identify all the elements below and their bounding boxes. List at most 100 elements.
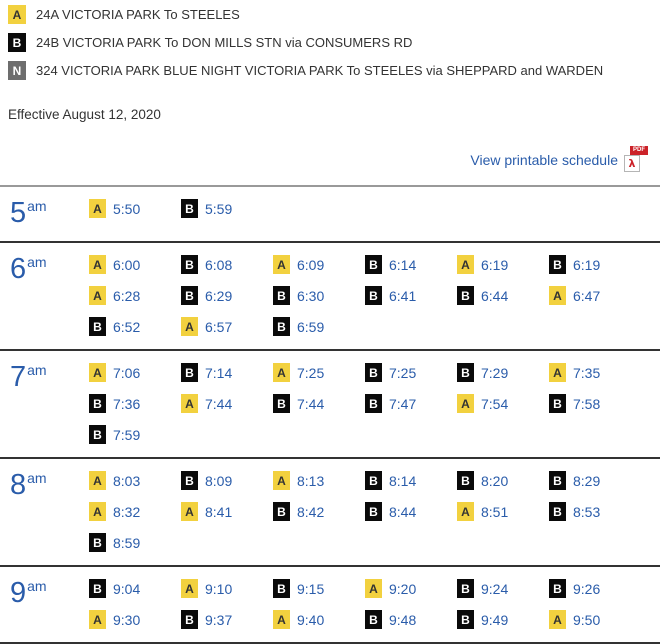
- departure-time: 9:04: [113, 580, 141, 597]
- route-badge-a: A: [457, 502, 474, 521]
- route-badge-a: A: [181, 502, 198, 521]
- route-badge-b: B: [181, 363, 198, 382]
- legend-label: 324 VICTORIA PARK BLUE NIGHT VICTORIA PA…: [36, 63, 604, 78]
- departure-time-cell: A 7:54: [457, 394, 549, 413]
- route-badge-b: B: [181, 471, 198, 490]
- departure-time-cell: B 9:15: [273, 579, 365, 598]
- departure-time-cell: B 9:26: [549, 579, 641, 598]
- route-badge-b: B: [549, 579, 566, 598]
- departure-time-cell: B 6:29: [181, 286, 273, 305]
- departure-time: 8:42: [297, 503, 325, 520]
- departure-time: 6:52: [113, 318, 141, 335]
- route-badge-a: A: [273, 610, 290, 629]
- departure-time-cell: B 6:08: [181, 255, 273, 274]
- hour-label: 9am: [0, 579, 89, 629]
- route-badge-a: A: [549, 363, 566, 382]
- route-badge-a: A: [181, 317, 198, 336]
- route-badge-b: B: [181, 255, 198, 274]
- departure-time: 9:15: [297, 580, 325, 597]
- departure-time-cell: A 9:30: [89, 610, 181, 629]
- departure-time-cell: A 6:57: [181, 317, 273, 336]
- route-badge-b: B: [549, 471, 566, 490]
- departure-time-cell: B 6:41: [365, 286, 457, 305]
- departure-time: 9:26: [573, 580, 601, 597]
- departure-time: 7:36: [113, 395, 141, 412]
- hour-label: 6am: [0, 255, 89, 336]
- departure-time-cell: B 7:47: [365, 394, 457, 413]
- departure-time: 5:59: [205, 200, 233, 217]
- route-badge-b: B: [273, 394, 290, 413]
- route-badge-b: B: [89, 425, 106, 444]
- route-badge-b: B: [457, 363, 474, 382]
- departure-time-cell: A 9:40: [273, 610, 365, 629]
- hour-number: 7: [10, 361, 27, 393]
- route-badge-b: B: [89, 394, 106, 413]
- schedule-hour-row: 7am A 7:06 B 7:14 A 7:25 B 7:25 B 7:29 A 7:35 B 7:36 A 7…: [0, 351, 660, 459]
- departure-time-cell: B 6:19: [549, 255, 641, 274]
- departure-time-cell: A 8:51: [457, 502, 549, 521]
- departure-time-cell: B 9:04: [89, 579, 181, 598]
- route-badge-a: A: [89, 199, 106, 218]
- route-badge-b: B: [181, 610, 198, 629]
- times-grid: A 8:03 B 8:09 A 8:13 B 8:14 B 8:20 B 8:29 A 8:32 A 8:41…: [89, 471, 641, 552]
- departure-time: 9:49: [481, 611, 509, 628]
- departure-time: 7:14: [205, 364, 233, 381]
- departure-time: 6:28: [113, 287, 141, 304]
- departure-time-cell: A 7:06: [89, 363, 181, 382]
- departure-time-cell: B 8:59: [89, 533, 181, 552]
- departure-time: 6:14: [389, 256, 417, 273]
- hour-label: 7am: [0, 363, 89, 444]
- times-grid: B 9:04 A 9:10 B 9:15 A 9:20 B 9:24 B 9:26 A 9:30 B 9:37…: [89, 579, 641, 629]
- route-badge-a: A: [457, 255, 474, 274]
- route-badge-a: A: [89, 502, 106, 521]
- times-grid: A 6:00 B 6:08 A 6:09 B 6:14 A 6:19 B 6:19 A 6:28 B 6:29…: [89, 255, 641, 336]
- pdf-tag-label: PDF: [630, 146, 648, 155]
- route-badge-b: B: [457, 286, 474, 305]
- schedule-hour-row: 9am B 9:04 A 9:10 B 9:15 A 9:20 B 9:24 B 9:26 A 9:30 B 9…: [0, 567, 660, 644]
- departure-time-cell: A 9:10: [181, 579, 273, 598]
- departure-time: 8:59: [113, 534, 141, 551]
- departure-time-cell: A 6:47: [549, 286, 641, 305]
- departure-time: 7:35: [573, 364, 601, 381]
- route-badge-a: A: [8, 5, 26, 24]
- departure-time-cell: B 7:25: [365, 363, 457, 382]
- departure-time: 7:29: [481, 364, 509, 381]
- departure-time-cell: A 9:20: [365, 579, 457, 598]
- departure-time: 6:44: [481, 287, 509, 304]
- departure-time: 7:58: [573, 395, 601, 412]
- route-badge-b: B: [273, 579, 290, 598]
- departure-time-cell: B 6:30: [273, 286, 365, 305]
- hour-period: am: [27, 198, 47, 214]
- route-badge-a: A: [89, 363, 106, 382]
- route-badge-b: B: [8, 33, 26, 52]
- hour-number: 8: [10, 469, 27, 501]
- departure-time: 9:10: [205, 580, 233, 597]
- departure-time-cell: B 7:58: [549, 394, 641, 413]
- view-printable-schedule-link[interactable]: View printable schedule: [470, 151, 618, 168]
- departure-time: 9:50: [573, 611, 601, 628]
- route-legend: A 24A VICTORIA PARK To STEELES B 24B VICTOR…: [0, 5, 660, 80]
- departure-time-cell: B 7:44: [273, 394, 365, 413]
- departure-time-cell: B 8:44: [365, 502, 457, 521]
- route-badge-a: A: [273, 255, 290, 274]
- route-badge-b: B: [365, 394, 382, 413]
- departure-time: 9:48: [389, 611, 417, 628]
- departure-time-cell: B 7:36: [89, 394, 181, 413]
- departure-time-cell: A 5:50: [89, 199, 181, 218]
- departure-time-cell: A 8:13: [273, 471, 365, 490]
- route-badge-b: B: [89, 317, 106, 336]
- pdf-icon[interactable]: PDF λ: [624, 146, 648, 173]
- hour-period: am: [27, 254, 47, 270]
- departure-time-cell: A 8:32: [89, 502, 181, 521]
- departure-time-cell: B 9:37: [181, 610, 273, 629]
- departure-time: 9:30: [113, 611, 141, 628]
- departure-time: 6:41: [389, 287, 417, 304]
- departure-time: 9:24: [481, 580, 509, 597]
- departure-time-cell: A 7:35: [549, 363, 641, 382]
- route-badge-b: B: [549, 255, 566, 274]
- departure-time: 7:47: [389, 395, 417, 412]
- departure-time: 7:59: [113, 426, 141, 443]
- departure-time-cell: A 6:09: [273, 255, 365, 274]
- route-badge-b: B: [89, 579, 106, 598]
